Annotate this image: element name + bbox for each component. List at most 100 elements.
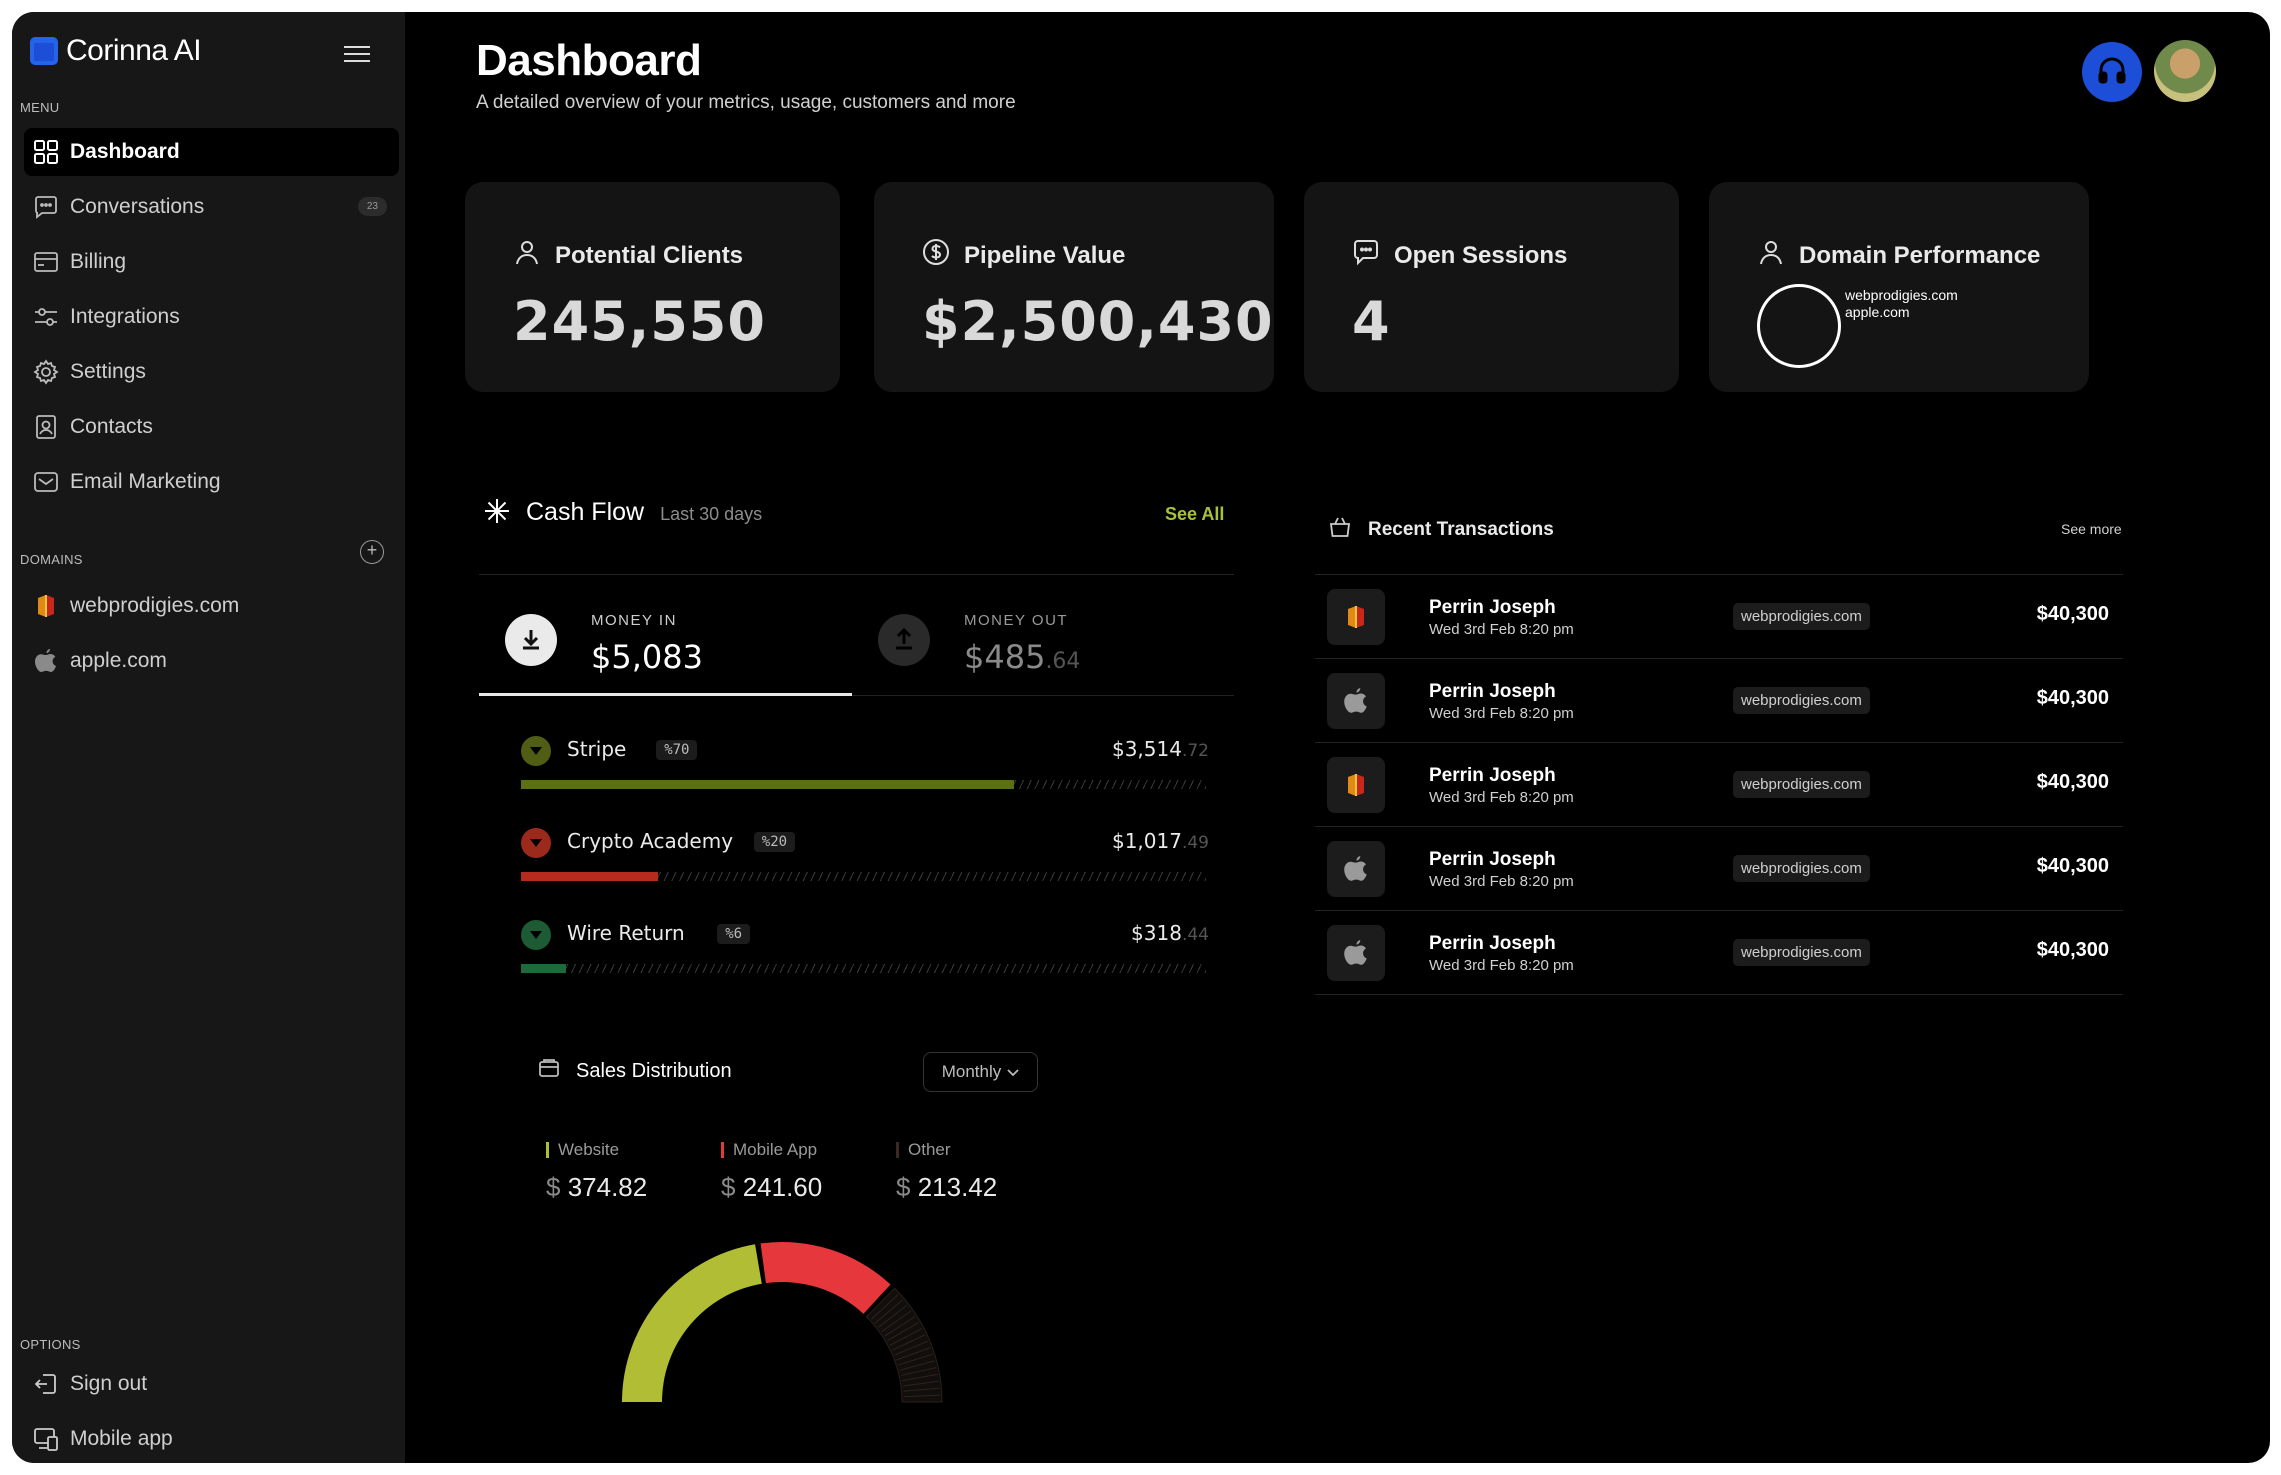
stat-card-pipeline-value: Pipeline Value $2,500,430 bbox=[874, 182, 1274, 392]
transaction-row[interactable]: Perrin Joseph Wed 3rd Feb 8:20 pm webprodi… bbox=[1315, 742, 2123, 826]
transaction-row[interactable]: Perrin Joseph Wed 3rd Feb 8:20 pm webprodi… bbox=[1315, 658, 2123, 742]
gauge-hatch-line bbox=[902, 1373, 938, 1382]
source-amount-decimals: .49 bbox=[1181, 833, 1209, 853]
period-select-value: Monthly bbox=[941, 1062, 1002, 1081]
sidebar: Corinna AI MENU Dashboard Conversations … bbox=[12, 12, 405, 1463]
sales-item-label: Website bbox=[546, 1140, 647, 1160]
user-avatar[interactable] bbox=[2154, 40, 2216, 102]
source-percent-badge: %70 bbox=[656, 740, 698, 760]
divider bbox=[479, 574, 1234, 575]
sidebar-item-label: Sign out bbox=[70, 1372, 148, 1395]
gauge-segment-other bbox=[865, 1287, 943, 1403]
recent-transactions-header: Recent Transactions bbox=[1328, 515, 1554, 545]
gauge-hatch-line bbox=[902, 1380, 939, 1387]
gauge-hatch-line bbox=[903, 1394, 940, 1398]
sidebar-item-settings[interactable]: Settings bbox=[24, 348, 399, 396]
transaction-date: Wed 3rd Feb 8:20 pm bbox=[1429, 957, 1574, 974]
cash-flow-title: Cash Flow bbox=[526, 498, 645, 526]
stat-value: 245,550 bbox=[513, 290, 766, 353]
gauge-hatch-line bbox=[887, 1322, 919, 1342]
shopping-bag-icon bbox=[1328, 515, 1352, 545]
transaction-domain-badge: webprodigies.com bbox=[1733, 687, 1870, 714]
sliders-icon bbox=[32, 303, 60, 331]
stat-title: Domain Performance bbox=[1799, 241, 2041, 269]
chevron-down-icon bbox=[1007, 1062, 1019, 1082]
sidebar-item-label: Dashboard bbox=[70, 140, 180, 163]
sales-item-value: $ 213.42 bbox=[896, 1172, 997, 1203]
transaction-row[interactable]: Perrin Joseph Wed 3rd Feb 8:20 pm webprodi… bbox=[1315, 826, 2123, 910]
income-source-row[interactable]: Wire Return %6 $318.44 bbox=[509, 908, 1209, 978]
gauge-hatch-line bbox=[898, 1353, 933, 1366]
credit-card-icon bbox=[32, 248, 60, 276]
sidebar-item-label: Contacts bbox=[70, 415, 153, 438]
transaction-date: Wed 3rd Feb 8:20 pm bbox=[1429, 621, 1574, 638]
gauge-hatch-line bbox=[889, 1328, 923, 1346]
mobile-app-button[interactable]: Mobile app bbox=[24, 1415, 399, 1463]
money-out-amount: $485 bbox=[964, 638, 1046, 676]
source-progress-track bbox=[521, 964, 1206, 973]
stat-value: $2,500,430 bbox=[922, 290, 1274, 353]
currency-symbol: $ bbox=[896, 1172, 911, 1202]
transaction-customer: Perrin Joseph bbox=[1429, 933, 1556, 954]
stat-value: 4 bbox=[1352, 290, 1391, 353]
stat-card-domain-performance: Domain Performance webprodigies.com appl… bbox=[1709, 182, 2089, 392]
cash-flow-range: Last 30 days bbox=[660, 504, 763, 524]
see-all-link[interactable]: See All bbox=[1165, 504, 1225, 524]
source-percent-badge: %20 bbox=[753, 832, 796, 852]
options-list: Sign out Mobile app bbox=[24, 1360, 399, 1463]
source-amount: $1,017.49 bbox=[1112, 829, 1209, 853]
transaction-date: Wed 3rd Feb 8:20 pm bbox=[1429, 705, 1574, 722]
sales-gauge-chart bbox=[622, 1242, 943, 1403]
income-source-row[interactable]: Crypto Academy %20 $1,017.49 bbox=[509, 816, 1209, 886]
cash-flow-header: Cash Flow Last 30 days bbox=[484, 498, 762, 529]
see-more-link[interactable]: See more bbox=[2061, 521, 2122, 537]
sales-distribution-header: Sales Distribution bbox=[538, 1057, 732, 1085]
sidebar-item-contacts[interactable]: Contacts bbox=[24, 403, 399, 451]
page-title: Dashboard bbox=[476, 36, 702, 85]
brand[interactable]: Corinna AI bbox=[30, 34, 202, 68]
sales-distribution-title: Sales Distribution bbox=[576, 1059, 732, 1082]
transaction-customer: Perrin Joseph bbox=[1429, 765, 1556, 786]
sidebar-item-domain-webprodigies[interactable]: webprodigies.com bbox=[24, 582, 399, 630]
source-amount-value: $3,514 bbox=[1111, 737, 1182, 761]
divider bbox=[852, 695, 1234, 696]
sidebar-item-conversations[interactable]: Conversations 23 bbox=[24, 183, 399, 231]
add-domain-button[interactable]: + bbox=[360, 540, 384, 564]
sidebar-item-integrations[interactable]: Integrations bbox=[24, 293, 399, 341]
gauge-hatch-line bbox=[892, 1334, 926, 1351]
recent-transactions-title: Recent Transactions bbox=[1368, 519, 1554, 540]
stat-title: Potential Clients bbox=[555, 241, 744, 269]
sidebar-item-billing[interactable]: Billing bbox=[24, 238, 399, 286]
sales-item-other: Other $ 213.42 bbox=[896, 1140, 997, 1203]
sidebar-item-email-marketing[interactable]: Email Marketing bbox=[24, 458, 399, 506]
transaction-amount: $40,300 bbox=[2036, 687, 2109, 709]
gauge-hatch-line bbox=[896, 1347, 931, 1361]
source-name: Wire Return bbox=[567, 921, 685, 945]
sidebar-item-domain-apple[interactable]: apple.com bbox=[24, 637, 399, 685]
transaction-row[interactable]: Perrin Joseph Wed 3rd Feb 8:20 pm webprodi… bbox=[1315, 574, 2123, 658]
gauge-hatch-line bbox=[874, 1299, 903, 1324]
sign-out-button[interactable]: Sign out bbox=[24, 1360, 399, 1408]
currency-symbol: $ bbox=[546, 1172, 561, 1202]
income-source-row[interactable]: Stripe %70 $3,514.72 bbox=[509, 724, 1209, 794]
source-percent-badge: %6 bbox=[717, 924, 751, 944]
sign-out-icon bbox=[32, 1370, 60, 1398]
sales-item-mobile-app: Mobile App $ 241.60 bbox=[721, 1140, 822, 1203]
sidebar-item-label: Integrations bbox=[70, 305, 180, 328]
transaction-row[interactable]: Perrin Joseph Wed 3rd Feb 8:20 pm webprodi… bbox=[1315, 910, 2123, 994]
chat-bubble-icon bbox=[1352, 238, 1380, 273]
period-select[interactable]: Monthly bbox=[923, 1052, 1038, 1092]
tab-money-out[interactable]: MONEY OUT $485.64 bbox=[852, 594, 1225, 694]
stat-card-potential-clients: Potential Clients 245,550 bbox=[465, 182, 840, 392]
sidebar-item-dashboard[interactable]: Dashboard bbox=[24, 128, 399, 176]
sidebar-nav: Dashboard Conversations 23 Billing Inte bbox=[24, 128, 399, 513]
trend-down-icon bbox=[521, 736, 551, 766]
hamburger-menu-icon[interactable] bbox=[344, 46, 370, 64]
stat-card-open-sessions: Open Sessions 4 bbox=[1304, 182, 1679, 392]
support-button[interactable] bbox=[2082, 42, 2142, 102]
tab-money-in[interactable]: MONEY IN $5,083 bbox=[479, 594, 852, 694]
sidebar-item-label: Mobile app bbox=[70, 1427, 173, 1450]
gauge-hatch-line bbox=[871, 1294, 899, 1320]
gauge-hatch-line bbox=[903, 1387, 940, 1392]
legend-item: webprodigies.com bbox=[1845, 287, 1958, 303]
